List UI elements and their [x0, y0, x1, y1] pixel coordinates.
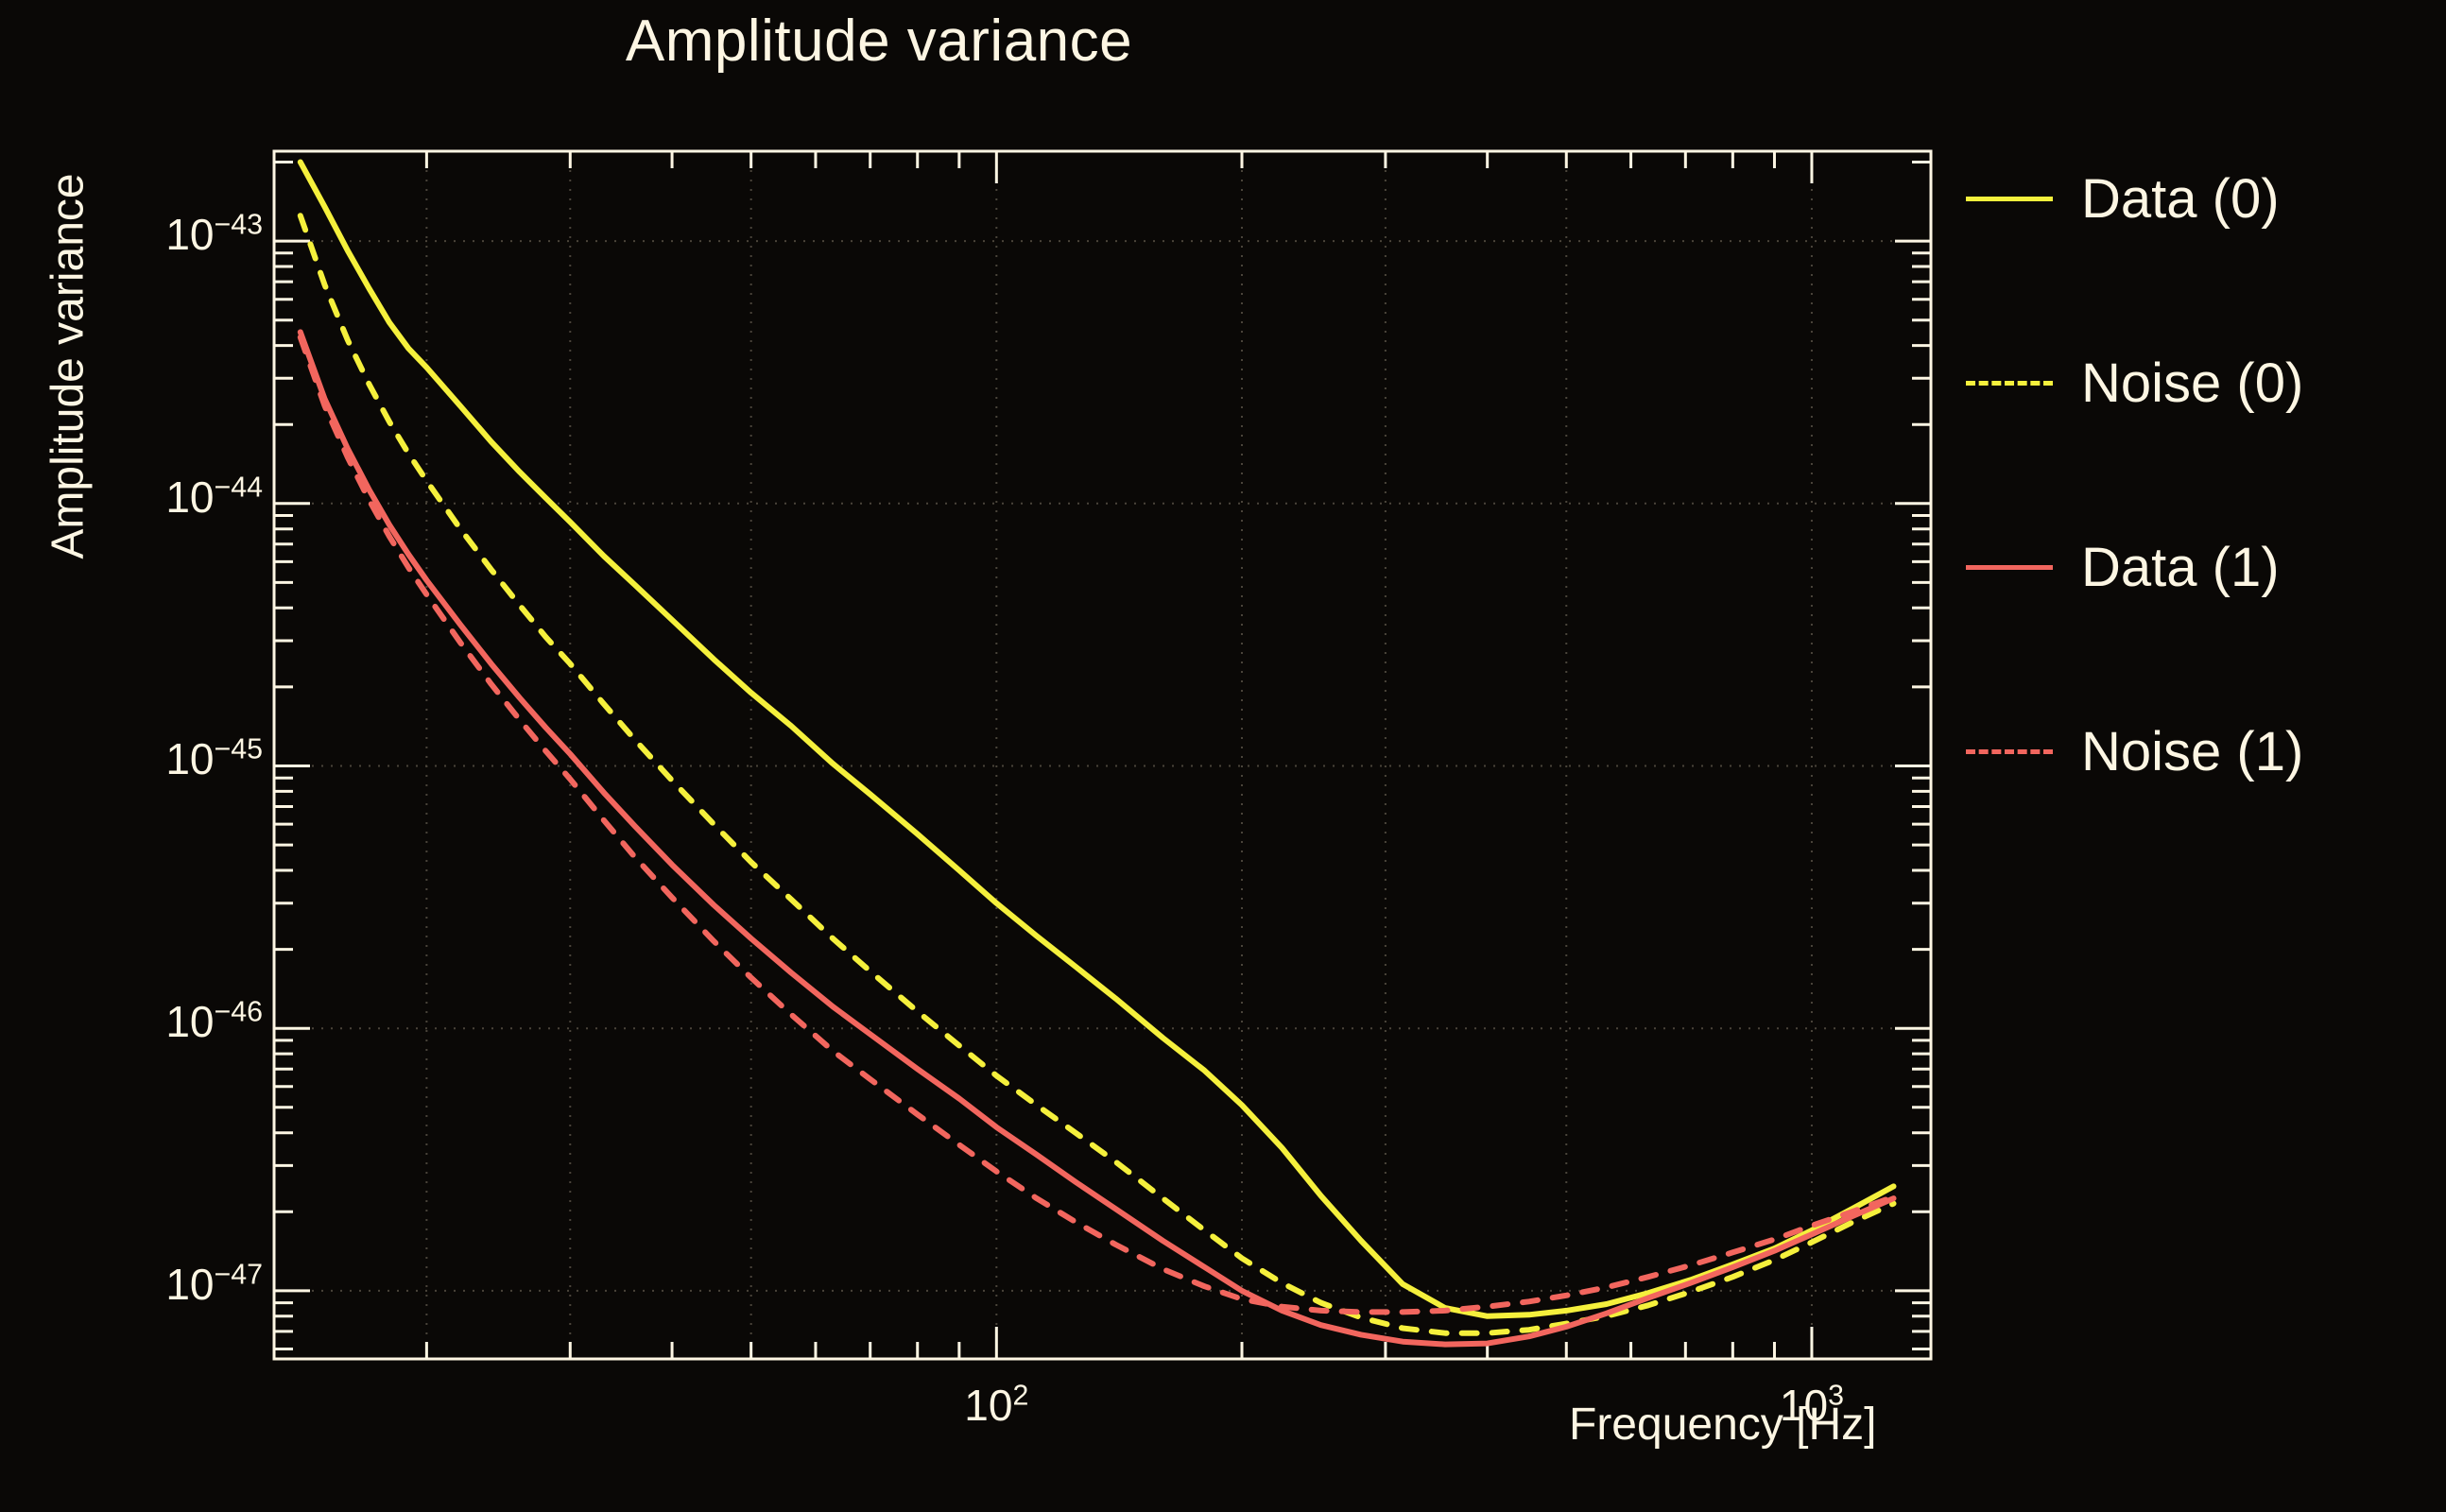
data-series-layer — [297, 159, 1897, 1348]
y-tick-label: 10−44 — [165, 472, 263, 522]
chart-title: Amplitude variance — [625, 9, 1133, 74]
legend-swatch-solid — [1966, 564, 2053, 570]
y-tick-label: 10−45 — [165, 734, 263, 784]
series-line — [297, 334, 1897, 1315]
gridlines — [274, 151, 1931, 1359]
legend-item[interactable]: Noise (1) — [1966, 720, 2304, 782]
y-tick-label: 10−43 — [165, 209, 263, 260]
series-line — [297, 329, 1897, 1348]
legend-swatch-solid — [1966, 196, 2053, 201]
legend-swatch-dotted — [1966, 380, 2053, 386]
y-tick-label: 10−47 — [165, 1259, 263, 1309]
axis-ticks — [274, 151, 1931, 1359]
legend-label: Noise (0) — [2081, 352, 2304, 414]
plot-frame — [272, 149, 1933, 1361]
legend-label: Data (0) — [2081, 167, 2280, 230]
legend-item[interactable]: Noise (0) — [1966, 352, 2303, 414]
x-tick-label: 102 — [964, 1380, 1029, 1430]
legend-label: Data (1) — [2081, 536, 2280, 598]
legend-item[interactable]: Data (1) — [1966, 537, 2280, 598]
series-line — [297, 213, 1897, 1336]
legend-item[interactable]: Data (0) — [1966, 168, 2280, 230]
series-line — [297, 159, 1897, 1319]
x-tick-label: 103 — [1779, 1380, 1844, 1430]
x-axis-title: Frequency [Hz] — [1569, 1400, 1877, 1450]
legend: Data (0) Noise (0) Data (1) Noise (1) — [1966, 142, 2438, 1323]
legend-label: Noise (1) — [2081, 720, 2304, 782]
y-tick-label: 10−46 — [165, 996, 263, 1047]
legend-swatch-dotted — [1966, 748, 2053, 754]
